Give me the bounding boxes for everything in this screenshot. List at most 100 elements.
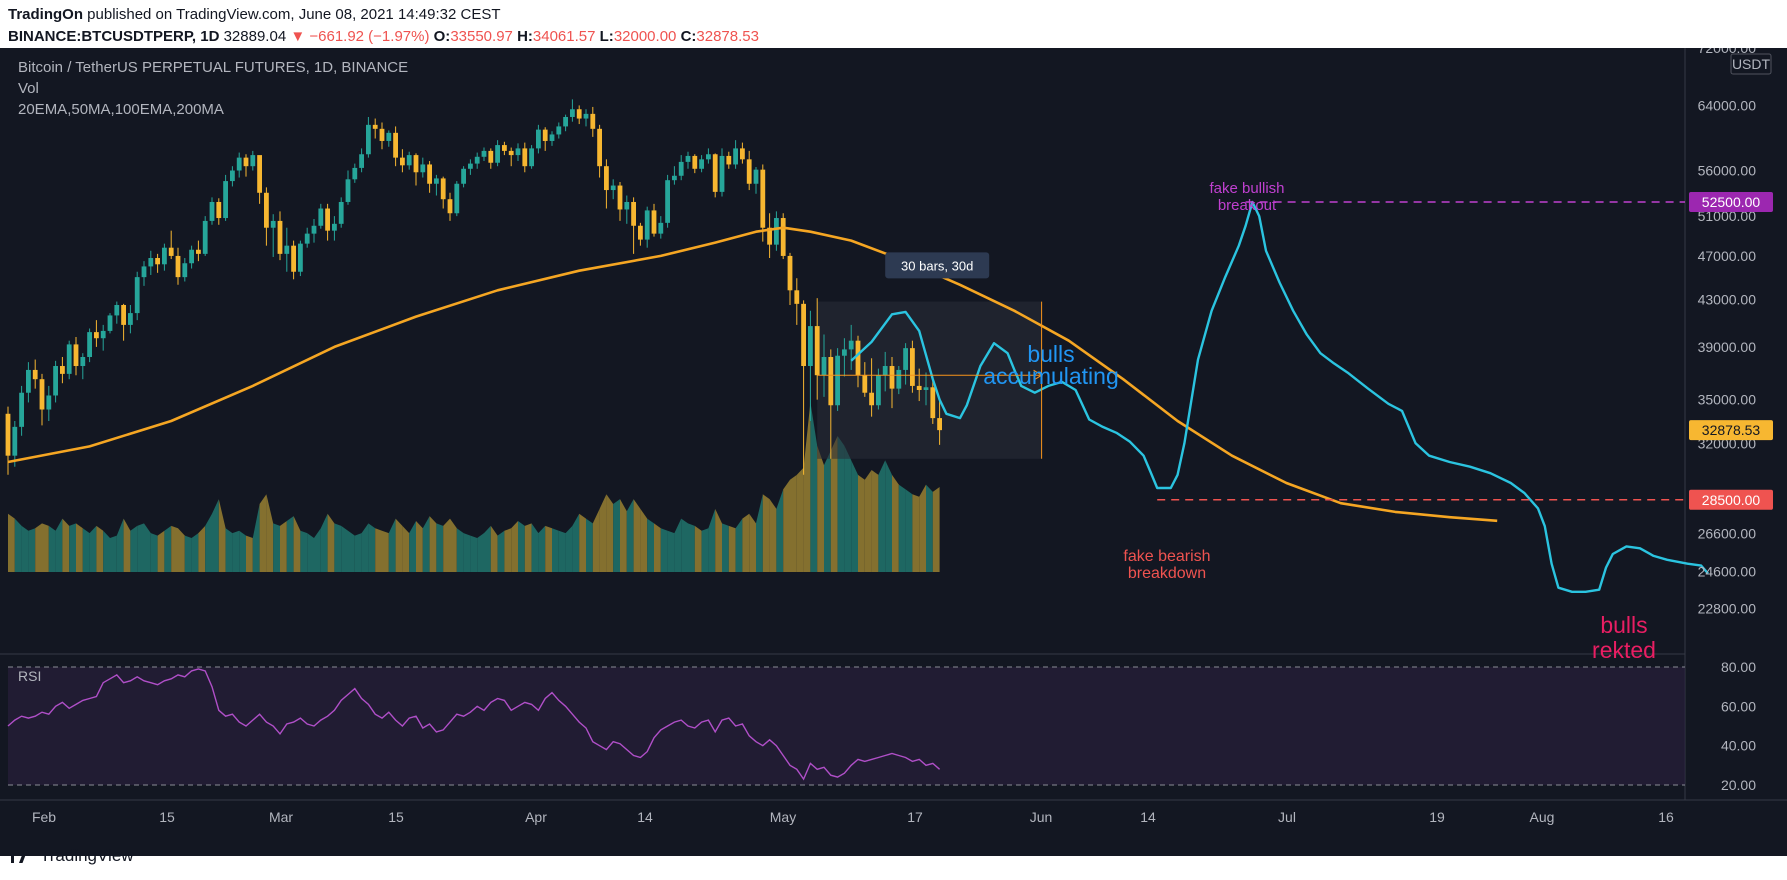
candle-body: [175, 255, 181, 278]
time-tick-label: Apr: [525, 809, 547, 825]
price-tag-label: 52500.00: [1702, 194, 1761, 210]
candle-body: [87, 332, 92, 357]
legend-title: Bitcoin / TetherUS PERPETUAL FUTURES, 1D…: [18, 59, 408, 76]
volume-bar: [776, 489, 784, 572]
time-tick-label: 15: [159, 809, 175, 825]
candle-body: [733, 148, 738, 165]
price-tick-label: 47000.00: [1698, 248, 1757, 264]
candle-body: [780, 218, 786, 256]
volume-bar: [572, 513, 580, 572]
volume-bar: [701, 528, 709, 572]
volume-bar: [613, 499, 620, 572]
candle-body: [570, 109, 575, 117]
volume-bar: [490, 525, 498, 572]
ema-200-line: [7, 226, 1498, 523]
time-tick-label: 15: [388, 809, 404, 825]
volume-bar: [715, 508, 722, 572]
volume-bar: [885, 460, 892, 572]
candle-body: [406, 155, 412, 166]
price-axis[interactable]: [1685, 48, 1787, 856]
volume-bar: [348, 530, 355, 572]
down-arrow-icon: ▼: [290, 28, 306, 45]
candle-body: [236, 157, 242, 171]
candle-body: [576, 109, 582, 119]
candle-body: [94, 332, 99, 339]
candle-body: [386, 132, 392, 141]
volume-bar: [55, 518, 63, 572]
volume-bar: [654, 523, 661, 572]
candle-body: [440, 178, 446, 200]
candle-body: [712, 154, 718, 192]
candle-body: [481, 150, 487, 157]
time-tick-label: Aug: [1530, 809, 1555, 825]
price-tick-label: 24600.00: [1698, 564, 1757, 580]
currency-badge[interactable]: [1730, 53, 1772, 75]
price-chart[interactable]: 30 bars, 30d 72000.00 64000.00 56000.00 510…: [0, 48, 1787, 856]
volume-bar: [280, 521, 287, 572]
candle-body: [930, 387, 936, 419]
price-tick-label: 64000.00: [1698, 97, 1757, 113]
high-value: 34061.57: [532, 28, 596, 45]
candle-body: [270, 220, 276, 228]
candle-body: [665, 180, 670, 223]
volume-bar: [368, 523, 376, 572]
volume-bar: [762, 494, 770, 572]
volume-bar: [137, 523, 144, 572]
price-tag-box: [1689, 191, 1773, 212]
volume-bar: [511, 521, 518, 572]
candle-body: [454, 183, 460, 214]
volume-bar: [48, 525, 56, 572]
legend-vol: Vol: [18, 80, 39, 97]
price-tag-label: 28500.00: [1702, 492, 1761, 508]
volume-bar: [592, 508, 600, 572]
candle-body: [372, 124, 378, 129]
candle-body: [862, 375, 868, 393]
volume-series: [8, 402, 940, 572]
volume-bar: [633, 499, 641, 572]
volume-bar: [252, 504, 260, 572]
annotation-text: rekted: [1592, 637, 1656, 663]
rsi-line: [7, 668, 941, 781]
volume-bar: [21, 525, 29, 572]
candle-body: [719, 155, 725, 192]
volume-bar: [606, 494, 614, 572]
tradingview-logo-icon: [9, 850, 29, 863]
volume-bar: [35, 523, 42, 572]
volume-bar: [824, 450, 831, 572]
volume-bar: [463, 533, 471, 572]
candle-body: [808, 326, 813, 367]
high-label: H:: [517, 28, 533, 45]
volume-bar: [130, 525, 138, 572]
volume-bar: [150, 533, 158, 572]
volume-bar: [416, 521, 423, 572]
volume-bar: [545, 525, 552, 572]
volume-bar: [409, 521, 416, 572]
author-name[interactable]: TradingOn: [8, 6, 83, 23]
volume-bar: [932, 487, 940, 572]
volume-bar: [484, 525, 491, 572]
volume-bar: [191, 533, 199, 572]
volume-bar: [375, 528, 382, 572]
candle-series: [5, 99, 942, 475]
volume-bar: [334, 523, 342, 572]
candle-body: [73, 344, 79, 367]
volume-bar: [565, 525, 573, 572]
volume-bar: [470, 535, 478, 572]
volume-bar: [14, 518, 22, 572]
candle-body: [474, 156, 480, 164]
volume-bar: [42, 523, 49, 572]
volume-bar: [178, 528, 185, 572]
candle-body: [848, 340, 854, 350]
publish-line: TradingOn published on TradingView.com, …: [8, 6, 501, 23]
volume-bar: [552, 528, 559, 572]
volume-bar: [871, 470, 879, 572]
close-label: C:: [680, 28, 697, 45]
time-tick-label: 17: [907, 809, 923, 825]
price-tick-label: 39000.00: [1698, 339, 1757, 355]
price-tick-label: 43000.00: [1698, 291, 1757, 307]
candle-body: [604, 166, 609, 191]
candle-body: [39, 379, 45, 410]
footer-brand[interactable]: TradingView: [8, 846, 134, 866]
candle-body: [121, 304, 126, 325]
volume-bar: [8, 513, 15, 572]
